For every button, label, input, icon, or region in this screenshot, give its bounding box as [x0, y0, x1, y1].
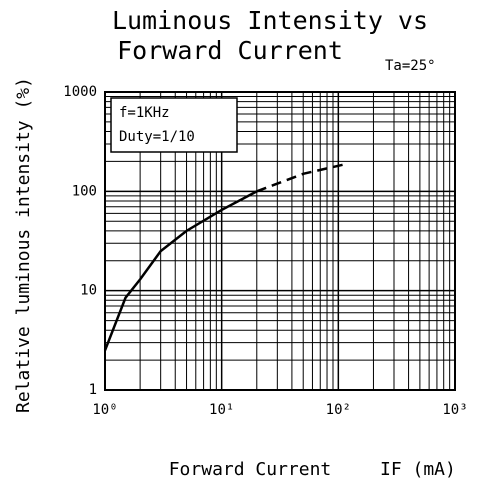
plot-frame [104, 91, 456, 391]
data-line [256, 162, 348, 193]
y-tick-label: 1000 [63, 84, 97, 100]
chart-title: Luminous Intensity vs [112, 6, 428, 35]
y-tick-label: 100 [72, 183, 97, 199]
legend-text: Duty=1/10 [119, 129, 195, 145]
x-tick-label: 10² [326, 402, 351, 418]
y-axis-label: Relative luminous intensity (%) [13, 77, 34, 413]
chart-title: Forward Current [117, 36, 343, 65]
legend-text: f=1KHz [119, 105, 170, 121]
x-tick-label: 10³ [442, 402, 467, 418]
annotation: Ta=25° [385, 58, 436, 74]
legend-box [110, 97, 238, 153]
x-tick-label: 10¹ [209, 402, 234, 418]
x-axis-unit: IF (mA) [380, 459, 456, 480]
y-tick-label: 10 [80, 283, 97, 299]
x-tick-label: 10⁰ [92, 402, 117, 418]
x-axis-label: Forward Current [169, 459, 332, 480]
data-line [103, 190, 258, 351]
y-tick-label: 1 [89, 382, 97, 398]
